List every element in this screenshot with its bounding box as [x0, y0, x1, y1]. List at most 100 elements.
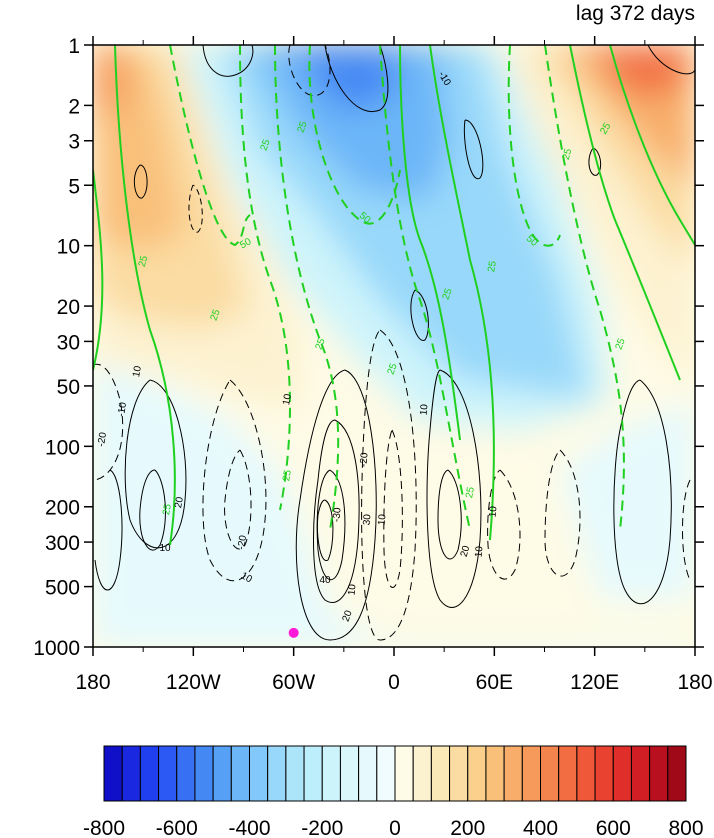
- colorbar-box: [339, 745, 360, 802]
- filled-field: [93, 45, 695, 647]
- contour-label: 50: [238, 236, 254, 251]
- contour-black: [202, 379, 267, 582]
- contour-black: [463, 119, 484, 180]
- y-tick-label: 200: [45, 497, 80, 520]
- contour-label: 25: [441, 287, 455, 302]
- colorbar-box: [449, 745, 469, 802]
- contour-black: [647, 45, 695, 75]
- contour-black: [383, 429, 403, 588]
- colorbar-box: [630, 745, 651, 802]
- contour-green: [379, 45, 471, 531]
- colorbar-box: [667, 745, 687, 802]
- x-tick-label: 120E: [570, 671, 619, 694]
- field-region-cold-peak: [290, 45, 400, 110]
- contour-black: [487, 469, 521, 580]
- contour-label: 25: [137, 254, 151, 268]
- colorbar-box: [139, 745, 160, 802]
- field-region-east-warm-peak: [590, 45, 690, 95]
- y-tick-label: 30: [57, 331, 80, 354]
- plot-area: 10 10 10 10 10 10 10 10 -10 20 20 20 -20…: [93, 45, 695, 647]
- colorbar-box: [285, 745, 305, 802]
- contour-black: [224, 449, 252, 550]
- colorbar-tick-label: -200: [301, 817, 343, 838]
- contour-black: [93, 363, 124, 481]
- colorbar-tick-label: 200: [450, 817, 485, 838]
- colorbar-box: [230, 745, 250, 802]
- contour-green: [399, 45, 461, 441]
- y-tick-label: 3: [68, 131, 80, 154]
- colorbar-tick-label: 400: [523, 817, 558, 838]
- colorbar-tick-label: 600: [596, 817, 631, 838]
- contour-black: [188, 184, 203, 233]
- x-tick-label: 180: [677, 671, 712, 694]
- colorbar-box: [503, 745, 523, 802]
- x-axis: 180 120W 60W 0 60E 120E 180: [75, 36, 713, 694]
- y-tick-label: 2: [68, 95, 80, 118]
- colorbar: -800 -600 -400 -200 0 200 400 600 800: [83, 745, 704, 838]
- field-region-lower-blue: [93, 360, 695, 647]
- contour-green: [93, 169, 104, 371]
- contour-green: [114, 45, 176, 546]
- contour-label: -20: [236, 534, 249, 551]
- contour-black: [410, 289, 429, 341]
- contour-label: 10: [419, 403, 431, 415]
- contour-label: 10: [488, 505, 500, 517]
- contour-label: 10: [377, 513, 389, 525]
- colorbar-box: [158, 745, 178, 802]
- contour-label: -10: [116, 401, 129, 418]
- colorbar-box: [103, 745, 123, 802]
- colorbar-tick-label: 0: [389, 817, 401, 838]
- contour-green: [308, 45, 401, 225]
- colorbar-box: [303, 745, 323, 802]
- contour-label: 10: [239, 570, 255, 585]
- colorbar-box: [321, 745, 341, 802]
- contour-label: 25: [314, 337, 328, 352]
- x-tick-label: 180: [75, 671, 110, 694]
- colorbar-box: [176, 745, 196, 802]
- contour-label: 10: [159, 543, 171, 554]
- contour-label: 40: [319, 575, 331, 586]
- contour-black: [94, 469, 123, 591]
- contour-label: 10: [474, 545, 486, 557]
- contour-label: 25: [296, 120, 310, 135]
- y-tick-label: 300: [45, 532, 80, 555]
- contour-black: [682, 479, 691, 581]
- contour-black: [295, 369, 377, 641]
- contour-label: 25: [281, 469, 294, 482]
- station-marker: [288, 627, 299, 638]
- y-tick-label: 1: [68, 35, 80, 58]
- contour-label: -30: [331, 507, 343, 523]
- colorbar-box: [594, 745, 614, 802]
- contour-black: [324, 45, 389, 113]
- contour-label: 20: [173, 496, 186, 509]
- contour-label: -20: [96, 431, 109, 448]
- contour-black: [426, 369, 482, 608]
- colorbar-box: [249, 745, 269, 802]
- x-tick-label: 0: [388, 671, 400, 694]
- contour-black: [316, 469, 346, 581]
- colorbar-box: [467, 745, 487, 802]
- contour-label: 25: [386, 362, 400, 377]
- contour-black: [317, 499, 334, 561]
- contour-label: 10: [347, 583, 359, 595]
- contour-label: 25: [209, 308, 223, 323]
- y-tick-label: 10: [57, 236, 80, 259]
- colorbar-box: [558, 745, 578, 802]
- contour-green: [274, 45, 340, 531]
- contour-green: [569, 45, 681, 381]
- contour-black: [588, 147, 602, 176]
- colorbar-box: [612, 745, 632, 802]
- contours-green: [93, 45, 695, 546]
- contour-label: 10: [281, 393, 294, 406]
- y-tick-label: 20: [57, 296, 80, 319]
- colorbar-box: [394, 745, 414, 802]
- colorbar-box: [576, 745, 596, 802]
- colorbar-tick-label: -800: [83, 817, 125, 838]
- contour-black: [544, 449, 581, 577]
- contour-label: 25: [614, 337, 628, 352]
- y-tick-label: 100: [45, 436, 80, 459]
- contour-label: 25: [561, 147, 575, 161]
- contour-label: 30: [362, 513, 374, 525]
